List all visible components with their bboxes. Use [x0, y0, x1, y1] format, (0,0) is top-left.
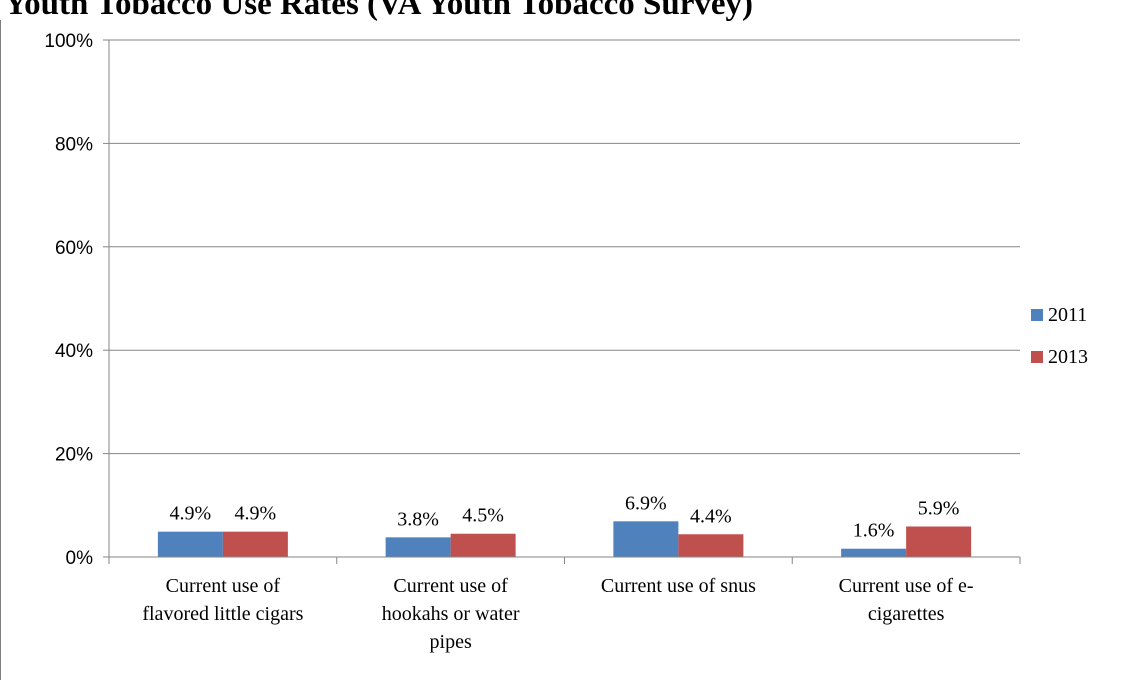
bars: [157, 521, 972, 557]
bar-2013-2: [450, 533, 516, 557]
legend-label-2011: 2011: [1048, 304, 1087, 326]
bar-2013-3: [678, 534, 744, 557]
x-category-label: Current use of hookahs or water pipes: [382, 575, 520, 653]
bar-2013-4: [906, 526, 972, 557]
y-tick-label: 80%: [55, 134, 93, 155]
y-tick-label: 40%: [55, 341, 93, 362]
x-axis-categories: Current use of flavored little cigars Curr…: [142, 575, 973, 653]
x-category-label: Current use of e-cigarettes: [839, 575, 974, 625]
bar-2011-3: [613, 521, 679, 557]
y-tick-label: 0%: [66, 548, 94, 569]
data-label-2011-4: 1.6%: [853, 520, 895, 542]
data-label-2013-1: 4.9%: [235, 503, 277, 525]
data-label-2011-1: 4.9%: [170, 503, 212, 525]
legend-swatch-2011: [1031, 309, 1043, 321]
bar-2013-1: [222, 531, 288, 557]
x-category-label: Current use of snus: [601, 575, 756, 597]
data-label-2013-4: 5.9%: [918, 497, 960, 519]
data-label-2011-2: 3.8%: [397, 508, 439, 530]
legend-label-2013: 2013: [1048, 346, 1088, 368]
chart-frame: 0% 20% 40% 60% 80% 100% 4.9% 4.9% 3.8% 4.5% 6.9% 4…: [0, 20, 1146, 680]
bar-2011-2: [385, 537, 451, 557]
y-tick-label: 60%: [55, 238, 93, 259]
y-tick-label: 20%: [55, 445, 93, 466]
bar-2011-4: [841, 548, 907, 557]
chart-title: Youth Tobacco Use Rates (VA Youth Tobacc…: [4, 0, 754, 22]
x-axis: [108, 556, 1021, 564]
data-label-2011-3: 6.9%: [625, 492, 667, 514]
data-label-2013-3: 4.4%: [690, 505, 732, 527]
legend: 2011 2013: [1031, 304, 1088, 368]
x-category-label: Current use of flavored little cigars: [142, 575, 303, 625]
y-tick-label: 100%: [44, 31, 93, 52]
data-label-2013-2: 4.5%: [462, 505, 504, 527]
bar-chart: 0%20%40%60%80%100% 4.9% 4.9% 3.8% 4.5%6.9%4…: [44, 31, 1088, 653]
bar-2011-1: [157, 531, 223, 557]
gridlines: [103, 39, 1020, 558]
y-axis-ticks: 0% 20% 40% 60% 80% 100%: [44, 31, 93, 569]
data-labels: 4.9% 4.9% 3.8% 4.5% 6.9% 4.4% 1.6% 5.9%: [170, 492, 960, 541]
legend-swatch-2013: [1031, 351, 1043, 363]
